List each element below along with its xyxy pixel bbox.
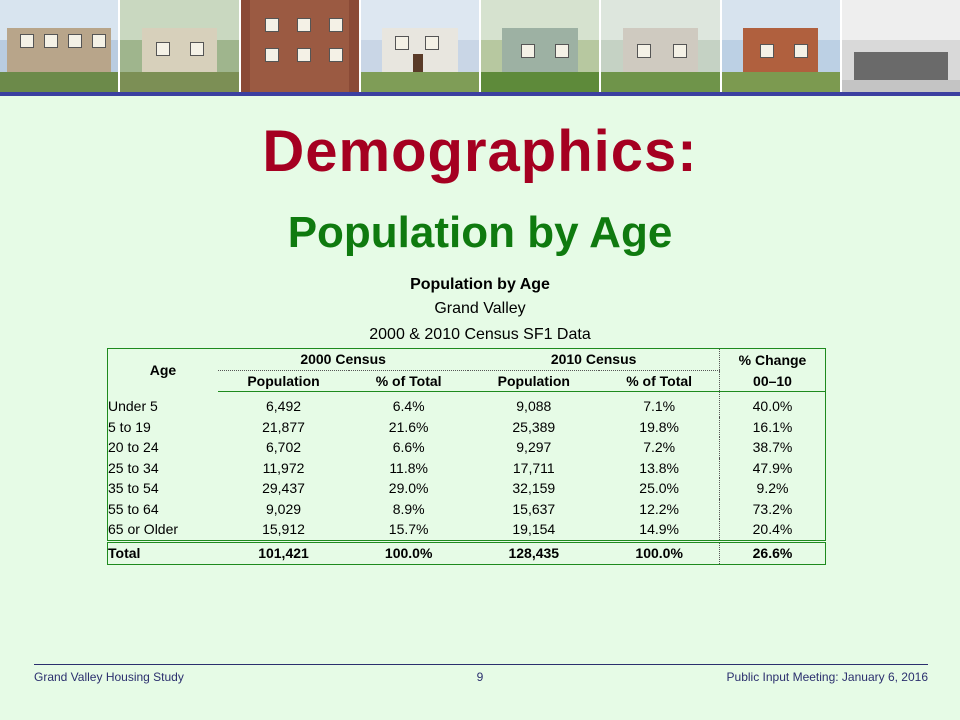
slide-title: Demographics: <box>262 119 698 184</box>
cell-age: 65 or Older <box>108 521 179 538</box>
cell-age: Under 5 <box>108 398 158 414</box>
header-2010-census: 2010 Census <box>468 348 720 371</box>
cell-pct-2010: 19.8% <box>639 418 679 435</box>
slide-subtitle: Population by Age <box>287 208 673 257</box>
table-place: Grand Valley <box>434 300 526 317</box>
cell-pop-2010: 32,159 <box>512 480 556 497</box>
cell-pct-2000: 29.0% <box>388 480 429 497</box>
table-row: 20 to 24 6,702 6.6% 9,297 7.2% 38.7% <box>108 437 826 458</box>
cell-change: 16.1% <box>719 416 826 437</box>
cell-pop-2010: 17,711 <box>512 459 555 476</box>
cell-pop-2000: 15,912 <box>262 521 305 538</box>
cell-pct-2010: 7.1% <box>643 398 676 415</box>
footer-rule <box>34 664 928 665</box>
photo-strip <box>0 0 960 92</box>
cell-change-total: 26.6% <box>719 539 826 564</box>
cell-pop-2000: 21,877 <box>262 418 305 435</box>
cell-pop-2010-total: 128,435 <box>468 539 600 564</box>
cell-pct-2000: 11.8% <box>389 459 428 476</box>
table-row: 65 or Older 15,912 15.7% 19,154 14.9% 20… <box>108 519 826 541</box>
table-row: 25 to 34 11,972 11.8% 17,711 13.8% 47.9% <box>108 457 826 478</box>
footer-page-number: 9 <box>476 670 484 684</box>
cell-pct-2000: 8.9% <box>392 500 425 517</box>
brick-bungalow-photo <box>721 0 842 92</box>
footer-meeting-date: Public Input Meeting: January 6, 2016 <box>726 670 928 684</box>
header-population-2000: Population <box>218 370 350 392</box>
cell-pct-2000: 21.6% <box>388 418 429 435</box>
cell-age-total: Total <box>107 539 218 564</box>
cell-change: 40.0% <box>719 391 826 417</box>
cell-pop-2000: 29,437 <box>262 480 305 497</box>
header-change-line2: 00–10 <box>719 370 826 392</box>
cell-pop-2000: 6,702 <box>265 439 302 456</box>
cell-pop-2010: 19,154 <box>512 521 556 538</box>
table-row: Under 5 6,492 6.4% 9,088 7.1% 40.0% <box>108 391 826 417</box>
cell-change: 20.4% <box>719 519 826 541</box>
cell-pct-2000: 6.4% <box>392 398 425 415</box>
cell-pct-2010: 14.9% <box>639 521 679 538</box>
cell-pop-2000: 9,029 <box>265 500 302 517</box>
cell-pop-2010: 9,088 <box>516 398 552 415</box>
header-2000-census: 2000 Census <box>218 348 469 371</box>
table-row: 55 to 64 9,029 8.9% 15,637 12.2% 73.2% <box>108 498 826 519</box>
table-row: 35 to 54 29,437 29.0% 32,159 25.0% 9.2% <box>108 478 826 499</box>
header-rule <box>0 92 960 96</box>
table-row: 5 to 19 21,877 21.6% 25,389 19.8% 16.1% <box>108 416 826 437</box>
cell-pop-2010: 15,637 <box>512 500 556 517</box>
wooden-house-photo <box>120 0 241 92</box>
header-population-2010: Population <box>468 370 600 392</box>
header-pct-total-2010: % of Total <box>599 370 720 392</box>
awning-house-photo <box>601 0 722 92</box>
header-change-line1: % Change <box>719 348 826 370</box>
cell-pct-2000: 6.6% <box>392 439 425 456</box>
cell-age: 35 to 54 <box>108 480 159 497</box>
bw-street-photo <box>841 0 960 92</box>
table-total-row: Total 101,421 100.0% 128,435 100.0% 26.6… <box>107 539 826 564</box>
townhouse-row-photo <box>0 0 121 92</box>
cell-pop-2010: 25,389 <box>512 418 556 435</box>
brick-apartment-photo <box>240 0 361 92</box>
cell-change: 73.2% <box>719 498 826 519</box>
cell-change: 47.9% <box>719 457 826 478</box>
small-house-photo <box>481 0 602 92</box>
table-title: Population by Age <box>410 276 550 293</box>
cell-pop-2000-total: 101,421 <box>218 539 350 564</box>
cell-pct-2010: 7.2% <box>643 439 676 456</box>
footer-study-name: Grand Valley Housing Study <box>34 670 184 684</box>
population-table: Age 2000 Census 2010 Census % Change Pop… <box>107 348 826 565</box>
cell-pct-2010: 13.8% <box>639 459 679 476</box>
header-age: Age <box>149 362 177 379</box>
cell-pop-2000: 6,492 <box>265 398 302 415</box>
cell-pct-2000-total: 100.0% <box>349 539 469 564</box>
two-story-house-photo <box>360 0 481 92</box>
cell-age: 5 to 19 <box>108 418 151 435</box>
cell-pct-2010-total: 100.0% <box>599 539 720 564</box>
cell-pop-2000: 11,972 <box>262 459 305 476</box>
cell-age: 20 to 24 <box>108 439 159 456</box>
table-source: 2000 & 2010 Census SF1 Data <box>369 326 591 343</box>
cell-pop-2010: 9,297 <box>516 439 552 456</box>
cell-pct-2010: 25.0% <box>639 480 679 497</box>
cell-age: 25 to 34 <box>108 459 159 476</box>
cell-change: 38.7% <box>719 437 826 458</box>
cell-pct-2000: 15.7% <box>388 521 429 538</box>
cell-change: 9.2% <box>719 478 826 499</box>
header-pct-total-2000: % of Total <box>349 370 469 392</box>
cell-age: 55 to 64 <box>108 500 159 517</box>
cell-pct-2010: 12.2% <box>639 500 679 517</box>
